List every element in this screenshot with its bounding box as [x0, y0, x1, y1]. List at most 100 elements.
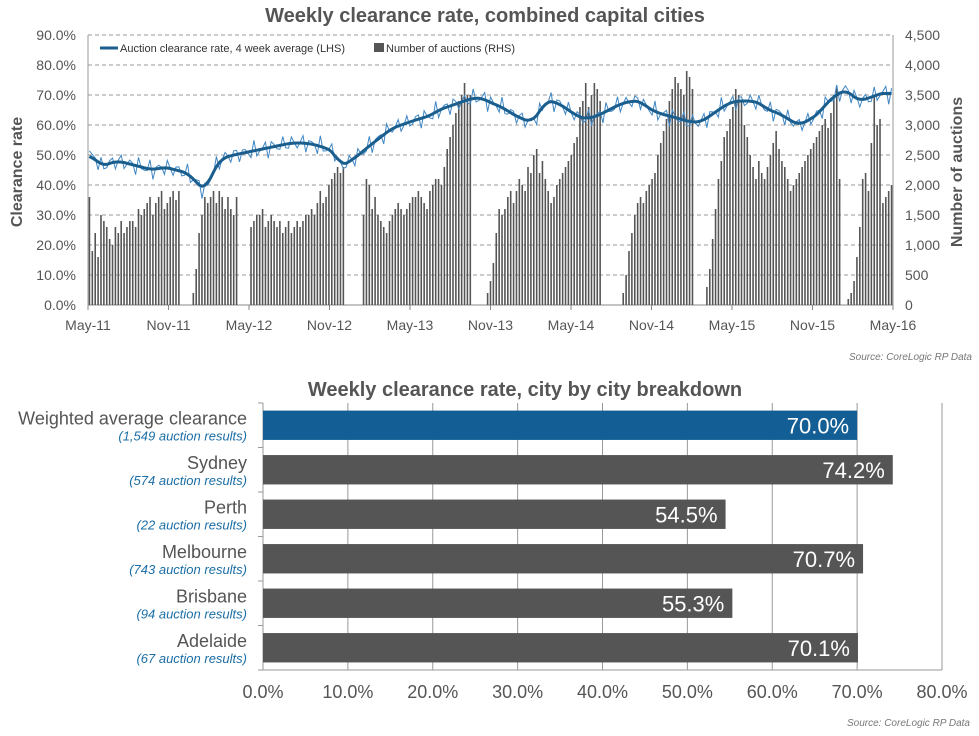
auction-bar — [633, 215, 636, 305]
auction-bar — [209, 197, 212, 305]
chart1-auction-bars — [88, 71, 893, 305]
chart2-x-tick-label: 30.0% — [492, 682, 543, 702]
auction-bar — [299, 227, 301, 305]
auction-bar — [544, 179, 547, 305]
chart2-category-label: Adelaide — [177, 631, 247, 651]
auction-bar — [394, 209, 397, 305]
auction-bar — [659, 143, 662, 305]
legend-bar-label: Number of auctions (RHS) — [386, 43, 515, 55]
auction-bar — [859, 227, 861, 305]
auction-bar — [287, 221, 290, 305]
auction-bar — [385, 233, 388, 305]
auction-bar — [596, 89, 599, 305]
chart2-x-tick-label: 20.0% — [407, 682, 458, 702]
chart1-x-tick-label: May-13 — [387, 317, 434, 333]
auction-bar — [232, 215, 235, 305]
chart1-y2-tick-label: 1,000 — [905, 237, 940, 253]
auction-bar — [377, 215, 379, 305]
auction-bar — [403, 215, 405, 305]
chart2-category-subtitle: (94 auction results) — [136, 606, 247, 621]
auction-bar — [527, 167, 529, 305]
auction-bar — [333, 173, 336, 305]
chart2-gridlines — [258, 402, 943, 671]
chart1-y-tick-label: 20.0% — [36, 237, 76, 253]
auction-bar — [573, 143, 575, 305]
auction-bar — [711, 239, 714, 305]
auction-bar — [838, 179, 841, 305]
auction-bar — [579, 107, 581, 305]
auction-bar — [270, 215, 273, 305]
chart2-bars: 70.0% 74.2% 54.5% 70.7% 55.3% 70.1% — [263, 410, 893, 663]
chart2-x-tick-label: 0.0% — [242, 682, 283, 702]
auction-bar — [261, 209, 264, 305]
auction-bar — [293, 227, 296, 305]
auction-bar — [460, 95, 463, 305]
chart2-bar-value: 70.0% — [787, 413, 849, 438]
chart1-ylabel: Clearance rate — [9, 117, 26, 227]
auction-bar — [887, 191, 890, 305]
chart2-bar — [263, 499, 726, 529]
chart2-bar — [263, 410, 858, 440]
auction-bar — [864, 173, 867, 305]
auction-bar — [567, 161, 570, 305]
auction-bar — [157, 197, 160, 305]
chart1-y-tick-label: 10.0% — [36, 267, 76, 283]
chart2-bar-value: 54.5% — [655, 502, 717, 527]
auction-bar — [651, 179, 653, 305]
auction-bar — [784, 167, 786, 305]
auction-bar — [273, 221, 275, 305]
auction-bar — [414, 197, 417, 305]
chart1-source: Source: CoreLogic RP Data — [849, 352, 972, 363]
chart1-y-tick-label: 40.0% — [36, 177, 76, 193]
auction-bar — [331, 179, 333, 305]
auction-bar — [426, 209, 428, 305]
auction-bar — [374, 197, 376, 305]
auction-bar — [380, 221, 382, 305]
auction-bar — [429, 191, 431, 305]
chart2-category-subtitle: (743 auction results) — [129, 562, 247, 577]
chart1-clearance-line — [88, 84, 893, 199]
auction-bar — [434, 179, 437, 305]
auction-bar — [498, 209, 500, 305]
auction-bar — [631, 233, 633, 305]
auction-bar — [204, 197, 206, 305]
auction-bar — [532, 155, 535, 305]
auction-bar — [890, 185, 893, 305]
chart1-x-tick-label: May-15 — [709, 317, 756, 333]
auction-bar — [221, 197, 223, 305]
auction-bar — [639, 197, 642, 305]
auction-bar — [195, 269, 197, 305]
auction-bar — [521, 185, 524, 305]
auction-bar — [250, 227, 252, 305]
auction-bar — [255, 215, 258, 305]
auction-bar — [492, 263, 495, 305]
chart1-x-tick-label: Nov-11 — [146, 317, 190, 333]
auction-bar — [316, 203, 319, 305]
auction-bar — [561, 173, 564, 305]
city-breakdown-chart: Weekly clearance rate, city by city brea… — [18, 379, 970, 729]
auction-bar — [146, 203, 148, 305]
auction-bar — [160, 191, 163, 305]
auction-bar — [267, 221, 270, 305]
chart2-x-tick-label: 40.0% — [577, 682, 628, 702]
chart2-category-label: Brisbane — [176, 586, 247, 606]
auction-bar — [524, 191, 526, 305]
auction-bar — [501, 215, 503, 305]
auction-bar — [720, 161, 723, 305]
chart2-title: Weekly clearance rate, city by city brea… — [308, 379, 742, 401]
auction-bar — [734, 89, 737, 305]
chart1-x-tick-label: Nov-14 — [629, 317, 674, 333]
chart1-y-tick-label: 60.0% — [36, 117, 76, 133]
auction-bar — [882, 203, 884, 305]
weekly-clearance-thin-line — [89, 84, 893, 199]
auction-bar — [807, 155, 809, 305]
auction-bar — [809, 149, 812, 305]
auction-bar — [824, 119, 826, 305]
auction-bar — [279, 221, 281, 305]
chart1-y2-tick-label: 0 — [905, 297, 913, 313]
auction-bar — [201, 215, 203, 305]
auction-bar — [657, 155, 659, 305]
chart2-bar — [263, 455, 893, 485]
auction-bar — [884, 197, 887, 305]
auction-bar — [264, 227, 267, 305]
